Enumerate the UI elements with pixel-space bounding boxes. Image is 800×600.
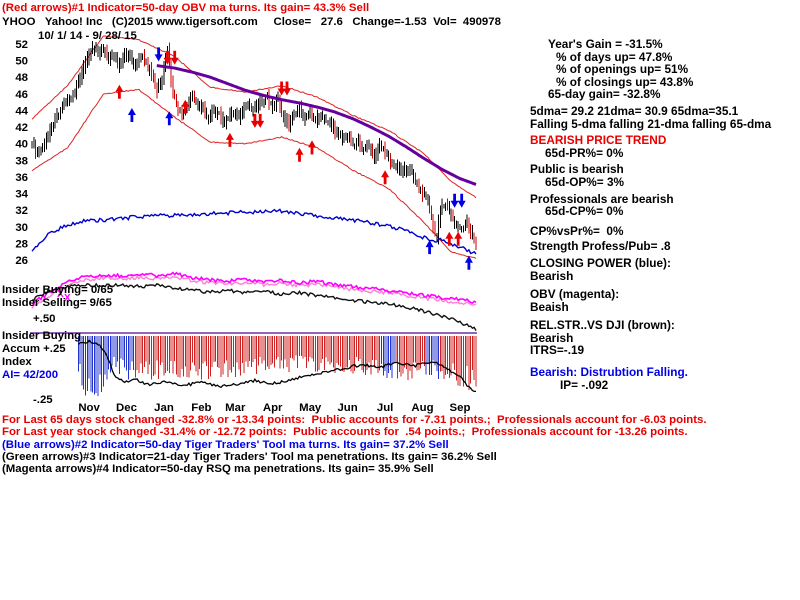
stat-line-13: CP%vsPr%= 0%	[530, 223, 624, 238]
band_lower-line	[31, 88, 477, 259]
stat-line-1: % of days up= 47.8%	[556, 49, 673, 64]
stat-line-17: OBV (magenta):	[530, 287, 620, 302]
svg-text:Jan: Jan	[154, 402, 174, 414]
svg-text:28: 28	[15, 238, 28, 250]
ma_65day-line	[156, 64, 477, 186]
svg-text:X: X	[64, 293, 71, 304]
svg-text:40: 40	[15, 139, 28, 151]
stat-line-7: BEARISH PRICE TREND	[530, 133, 667, 148]
svg-text:May: May	[299, 402, 322, 414]
svg-text:Dec: Dec	[116, 402, 137, 414]
red-arrows-indicator-legend: (Red arrows)#1 Indicator=50-day OBV ma t…	[2, 2, 370, 14]
ai-ratio: AI= 42/200	[2, 369, 59, 381]
svg-text:X: X	[57, 289, 64, 300]
svg-text:Aug: Aug	[411, 402, 433, 414]
accum-minus-level: -.25	[33, 394, 53, 406]
accum-plus-level: +.50	[33, 313, 56, 325]
svg-text:42: 42	[15, 122, 28, 134]
footer-line-2: (Blue arrows)#2 Indicator=50-day Tiger T…	[2, 438, 449, 451]
rsq_50day-line	[31, 274, 477, 309]
stat-line-16: Bearish	[530, 268, 574, 283]
stat-line-10: 65d-OP%= 3%	[545, 174, 625, 189]
svg-text:26: 26	[15, 255, 28, 267]
stat-line-8: 65d-PR%= 0%	[545, 145, 624, 160]
stat-line-6: Falling 5-dma falling 21-dma falling 65-…	[530, 116, 772, 131]
stat-line-5: 5dma= 29.2 21dma= 30.9 65dma=35.1	[530, 103, 739, 118]
accum-index-title-line3: Index	[2, 356, 32, 368]
footer-notes: For Last 65 days stock changed -32.8% or…	[2, 414, 800, 475]
stat-line-9: Public is bearish	[530, 162, 624, 177]
accum-index-line	[77, 339, 476, 393]
stat-line-0: Year's Gain = -31.5%	[548, 37, 663, 51]
svg-text:48: 48	[15, 72, 28, 84]
stat-line-22: Bearish: Distrubtion Falling.	[530, 365, 688, 380]
svg-text:Sep: Sep	[450, 402, 471, 414]
ticker-summary: YHOO Yahoo! Inc (C)2015 www.tigersoft.co…	[2, 16, 501, 28]
svg-text:52: 52	[15, 39, 28, 51]
svg-text:Jul: Jul	[377, 402, 393, 414]
blue-signal-arrows	[127, 47, 473, 270]
obv-line	[32, 271, 477, 305]
svg-text:32: 32	[15, 205, 28, 217]
svg-text:50: 50	[15, 56, 28, 68]
svg-text:Mar: Mar	[225, 402, 246, 414]
footer-line-4: (Magenta arrows)#4 Indicator=50-day RSQ …	[2, 463, 434, 476]
stat-line-23: IP= -.092	[560, 377, 609, 392]
red-signal-arrows	[115, 50, 463, 246]
stat-line-11: Professionals are bearish	[530, 191, 674, 206]
stat-line-15: CLOSING POWER (blue):	[530, 255, 671, 270]
month-axis-labels: Nov Dec Jan Feb Mar Apr May Jun Jul Aug Sep	[78, 402, 470, 414]
accum-index-title-line2: Accum +.25	[2, 343, 66, 355]
svg-text:34: 34	[15, 189, 28, 201]
rel_strength_vs_dji-line	[31, 282, 477, 331]
insider-selling-count: Insider Selling= 9/65	[2, 297, 112, 309]
footer-line-3: (Green arrows)#3 Indicator=21-day Tiger …	[2, 450, 497, 463]
footer-line-1: For Last year stock changed -31.4% or -1…	[2, 426, 688, 439]
svg-text:Feb: Feb	[191, 402, 211, 414]
stats-panel: Year's Gain = -31.5%% of days up= 47.8%%…	[530, 38, 800, 391]
svg-text:36: 36	[15, 172, 28, 184]
stat-line-2: % of openings up= 51%	[556, 62, 689, 77]
closing_power-line	[31, 208, 477, 255]
svg-text:38: 38	[15, 155, 28, 167]
svg-text:Jun: Jun	[337, 402, 357, 414]
svg-text:Apr: Apr	[263, 402, 283, 414]
band_upper-line	[31, 35, 477, 199]
svg-text:44: 44	[15, 106, 28, 118]
stat-line-19: REL.STR..VS DJI (brown):	[530, 318, 675, 333]
price-bars	[31, 41, 477, 250]
stat-line-4: 65-day gain= -32.8%	[548, 87, 661, 102]
stat-line-3: % of closings up= 43.8%	[556, 74, 694, 89]
stat-line-18: Beaish	[530, 299, 569, 314]
stat-line-21: ITRS=-.19	[530, 343, 585, 358]
stat-line-20: Bearish	[530, 330, 574, 345]
svg-text:Nov: Nov	[78, 402, 100, 414]
svg-text:30: 30	[15, 222, 28, 234]
date-range: 10/ 1/ 14 - 9/ 28/ 15	[38, 30, 137, 42]
stat-line-12: 65d-CP%= 0%	[545, 204, 624, 219]
stat-line-14: Strength Profess/Pub= .8	[530, 239, 671, 254]
svg-text:46: 46	[15, 89, 28, 101]
insider-buying-count: Insider Buying= 0/65	[2, 284, 114, 296]
accum-index-title-line1: Insider Buying	[2, 330, 82, 342]
footer-line-0: For Last 65 days stock changed -32.8% or…	[2, 414, 707, 426]
price-axis-labels: 52 50 48 46 44 42 40 38 36 34 32 30 28 26	[15, 39, 28, 267]
